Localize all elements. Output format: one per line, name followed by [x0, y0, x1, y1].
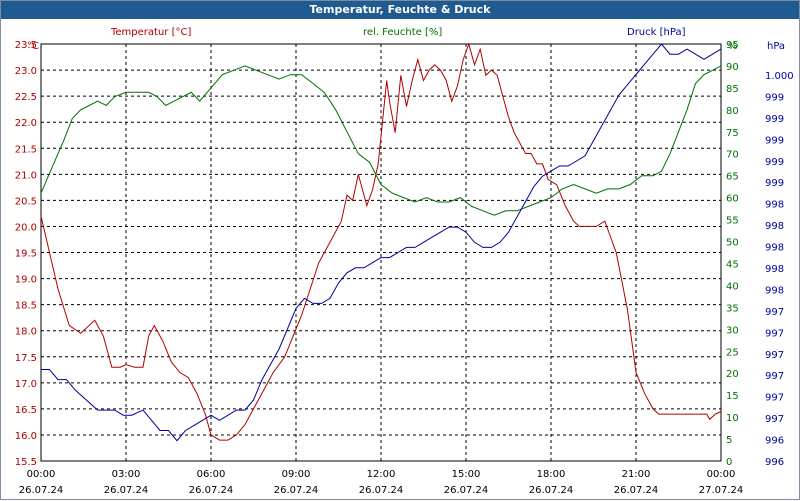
date-tick-label: 26.07.24 [19, 485, 64, 496]
date-tick-label: 26.07.24 [104, 485, 149, 496]
humidity-tick-label: 20 [726, 369, 739, 380]
humidity-tick-label: 75 [726, 128, 739, 139]
temperature-tick-label: 19.0 [15, 275, 37, 286]
humidity-tick-label: 95 [726, 40, 739, 51]
temperature-tick-label: 20.5 [15, 196, 37, 207]
chart-grid [40, 43, 722, 462]
temp-axis-title: Temperatur [°C] [110, 27, 191, 38]
pressure-axis: 996 996 997 997 997 997 997 997 998 998 998 998 998 9… [765, 71, 794, 468]
pressure-tick-label: 1.000 [765, 71, 794, 82]
humidity-tick-label: 65 [726, 172, 739, 183]
temperature-tick-label: 23.0 [15, 66, 37, 77]
date-tick-label: 26.07.24 [444, 485, 489, 496]
time-tick-label: 00:00 [707, 469, 736, 480]
humidity-tick-label: 70 [726, 150, 739, 161]
humidity-axis-title: rel. Feuchte [%] [363, 27, 442, 38]
pressure-tick-label: 997 [765, 350, 784, 361]
pressure-tick-label: 999 [765, 135, 784, 146]
temperature-tick-label: 17.5 [15, 353, 37, 364]
time-tick-label: 03:00 [112, 469, 141, 480]
humidity-tick-label: 50 [726, 238, 739, 249]
pressure-tick-label: 998 [765, 285, 784, 296]
temperature-tick-label: 20.0 [15, 222, 37, 233]
humidity-tick-label: 40 [726, 281, 739, 292]
pressure-tick-label: 998 [765, 200, 784, 211]
temperature-tick-label: 18.5 [15, 301, 37, 312]
pressure-tick-label: 999 [765, 157, 784, 168]
pressure-tick-label: 997 [765, 328, 784, 339]
humidity-tick-label: 25 [726, 347, 739, 358]
pressure-line [41, 43, 722, 442]
humidity-unit-label: % [728, 41, 738, 52]
time-tick-label: 18:00 [537, 469, 566, 480]
temperature-tick-label: 21.0 [15, 170, 37, 181]
time-tick-label: 21:00 [622, 469, 651, 480]
plot-border [40, 43, 722, 462]
pressure-tick-label: 998 [765, 264, 784, 275]
temperature-axis: 15.5 16.0 16.5 17.0 17.5 18.0 18.5 19.0 19.5 20.0… [15, 40, 37, 468]
time-axis: 00:00 26.07.24 03:00 26.07.24 06:00 26.07.24 0… [19, 469, 744, 496]
humidity-tick-label: 80 [726, 106, 739, 117]
date-tick-label: 26.07.24 [274, 485, 319, 496]
humidity-tick-label: 0 [726, 457, 732, 468]
humidity-line [40, 65, 722, 216]
pressure-tick-label: 996 [765, 457, 784, 468]
temperature-tick-label: 22.0 [15, 118, 37, 129]
pressure-tick-label: 996 [765, 436, 784, 447]
temperature-tick-label: 22.5 [15, 92, 37, 103]
time-tick-label: 06:00 [197, 469, 226, 480]
pressure-tick-label: 999 [765, 92, 784, 103]
humidity-tick-label: 15 [726, 391, 739, 402]
temperature-tick-label: 18.0 [15, 327, 37, 338]
axis-labels: °C Temperatur [°C] rel. Feuchte [%] % Dr… [27, 27, 785, 52]
plot-frame [40, 43, 722, 462]
humidity-tick-label: 30 [726, 325, 739, 336]
humidity-tick-label: 45 [726, 259, 739, 270]
pressure-tick-label: 998 [765, 221, 784, 232]
pressure-tick-label: 997 [765, 307, 784, 318]
pressure-tick-label: 999 [765, 178, 784, 189]
temperature-tick-label: 21.5 [15, 144, 37, 155]
date-tick-label: 26.07.24 [189, 485, 234, 496]
pressure-tick-label: 998 [765, 243, 784, 254]
time-tick-label: 15:00 [452, 469, 481, 480]
humidity-tick-label: 55 [726, 216, 739, 227]
pressure-tick-label: 997 [765, 414, 784, 425]
window-title: Temperatur, Feuchte & Druck [1, 1, 799, 19]
temperature-tick-label: 16.5 [15, 405, 37, 416]
humidity-tick-label: 35 [726, 303, 739, 314]
date-tick-label: 27.07.24 [699, 485, 744, 496]
temp-unit-label: °C [27, 41, 39, 52]
date-tick-label: 26.07.24 [359, 485, 404, 496]
time-tick-label: 09:00 [282, 469, 311, 480]
temperature-tick-label: 16.0 [15, 431, 37, 442]
chart-series [40, 42, 722, 442]
date-tick-label: 26.07.24 [529, 485, 574, 496]
humidity-axis: 0 5 10 15 20 25 30 35 40 45 50 55 60 65 70 75 80 85 90 95 [726, 40, 739, 468]
pressure-tick-label: 997 [765, 393, 784, 404]
time-tick-label: 12:00 [367, 469, 396, 480]
humidity-tick-label: 85 [726, 84, 739, 95]
humidity-tick-label: 90 [726, 62, 739, 73]
pressure-tick-label: 999 [765, 114, 784, 125]
temperature-tick-label: 17.0 [15, 379, 37, 390]
temperature-tick-label: 19.5 [15, 249, 37, 260]
humidity-tick-label: 60 [726, 194, 739, 205]
pressure-axis-title: Druck [hPa] [627, 27, 686, 38]
temperature-line [40, 42, 722, 441]
temperature-tick-label: 15.5 [15, 457, 37, 468]
humidity-tick-label: 5 [726, 435, 732, 446]
date-tick-label: 26.07.24 [614, 485, 659, 496]
temperature-tick-label: 23.5 [15, 40, 37, 51]
time-tick-label: 00:00 [27, 469, 56, 480]
humidity-tick-label: 10 [726, 413, 739, 424]
pressure-unit-label: hPa [767, 41, 785, 52]
pressure-tick-label: 997 [765, 371, 784, 382]
